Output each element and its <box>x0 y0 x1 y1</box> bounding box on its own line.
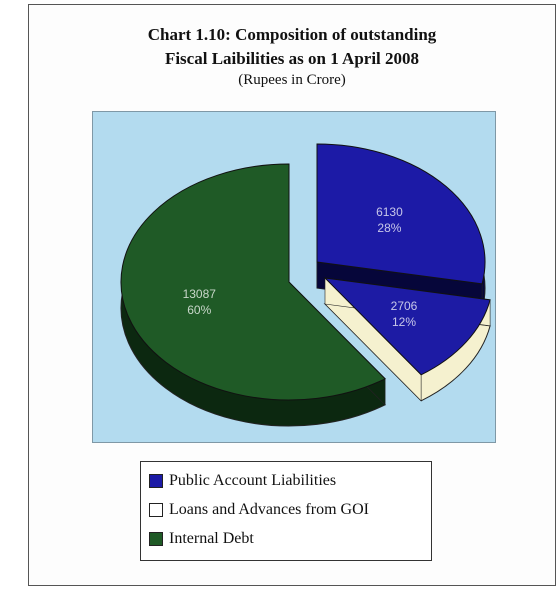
legend-label: Public Account Liabilities <box>169 472 337 489</box>
data-label-value: 13087 <box>183 287 217 301</box>
chart-title: Chart 1.10: Composition of outstanding <box>147 25 437 44</box>
legend-swatch <box>149 503 163 517</box>
legend: Public Account Liabilities Loans and Adv… <box>140 461 432 561</box>
legend-item-internal-debt: Internal Debt <box>149 528 254 550</box>
pie-slice-public-account-liabilities <box>316 143 486 285</box>
pie-slice-internal-debt <box>120 163 386 401</box>
chart-subtitle: (Rupees in Crore) <box>238 72 346 88</box>
legend-item-loans-advances: Loans and Advances from GOI <box>149 499 369 521</box>
pie-chart: 6130 28% 2706 12% 13087 60% <box>120 143 491 427</box>
legend-label: Internal Debt <box>169 530 254 547</box>
legend-swatch <box>149 474 163 488</box>
data-label-value: 6130 <box>376 205 403 219</box>
chart-title-line2: Fiscal Laibilities as on 1 April 2008 <box>164 49 420 68</box>
data-label-percent: 12% <box>392 315 416 329</box>
data-label-percent: 28% <box>377 221 401 235</box>
data-label-percent: 60% <box>187 303 211 317</box>
legend-label: Loans and Advances from GOI <box>169 501 369 518</box>
data-label-value: 2706 <box>391 299 418 313</box>
legend-swatch <box>149 532 163 546</box>
legend-item-public-account: Public Account Liabilities <box>149 470 336 492</box>
plot-area: 6130 28% 2706 12% 13087 60% <box>92 111 496 443</box>
pie-slice-loans-and-advances-from-goi <box>323 277 491 376</box>
